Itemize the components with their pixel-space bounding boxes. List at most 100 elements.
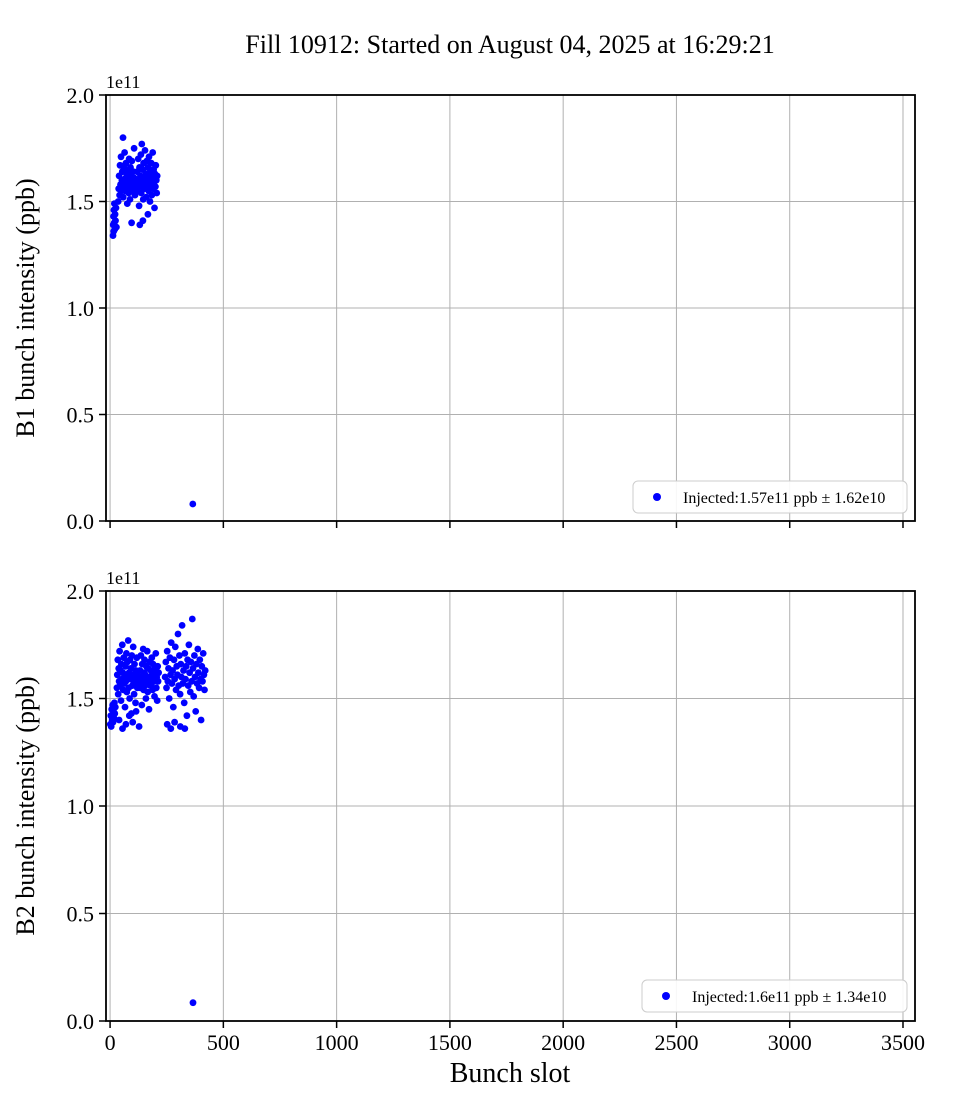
data-point [187, 658, 195, 666]
data-point [129, 718, 137, 726]
data-point [152, 650, 160, 657]
data-point [181, 725, 189, 732]
data-point [185, 641, 193, 649]
data-point [128, 157, 136, 165]
y-tick-label: 1.0 [67, 794, 95, 819]
data-point [177, 660, 185, 668]
y-tick-label: 1.0 [67, 296, 95, 321]
x-tick-label: 3500 [881, 1030, 925, 1055]
plot-frame-b1 [105, 94, 916, 522]
y-tick-label: 0.5 [67, 403, 95, 428]
data-point [176, 652, 183, 659]
data-point [143, 647, 151, 655]
data-point [152, 684, 160, 692]
subplot-b2: 0 500 1000 1500 2000 2500 3000 3500 0.0 0.5 1.0 1.5… [11, 568, 925, 1089]
data-point [188, 615, 196, 623]
data-point [142, 695, 150, 702]
data-point [123, 650, 130, 657]
legend-marker-dot-b2 [662, 992, 670, 1000]
data-point [152, 183, 159, 191]
data-point [145, 705, 153, 713]
data-point [189, 500, 197, 508]
data-point [131, 660, 138, 668]
data-point [128, 219, 136, 227]
data-point [178, 622, 186, 629]
data-point [115, 716, 123, 724]
data-point [195, 684, 203, 692]
plot-content-b1: 0.0 0.5 1.0 1.5 2.0 [67, 83, 915, 534]
data-point [130, 144, 138, 152]
data-point [113, 223, 120, 231]
x-tick-label: 1000 [315, 1030, 359, 1055]
data-point [195, 669, 202, 677]
data-point [154, 662, 162, 670]
data-point [180, 699, 188, 707]
data-point [121, 149, 128, 156]
data-point [116, 647, 123, 655]
data-point [201, 667, 209, 674]
legend-frame-b1 [632, 480, 908, 514]
data-point [144, 210, 152, 218]
data-point [153, 172, 161, 180]
data-point [129, 643, 137, 651]
data-point [169, 667, 177, 674]
data-point [148, 654, 156, 662]
data-point [196, 656, 204, 664]
data-point [138, 701, 146, 709]
data-point [176, 690, 184, 698]
data-point [171, 643, 179, 651]
data-point [153, 189, 161, 197]
data-point [138, 140, 146, 148]
data-point [191, 652, 198, 659]
legend-b2: Injected:1.6e11 ppb ± 1.34e10 [641, 979, 908, 1013]
x-tick-label: 500 [207, 1030, 240, 1055]
data-point [119, 134, 127, 142]
data-point [170, 656, 178, 664]
y-offset-text-b1: 1e11 [106, 72, 140, 92]
x-tick-label: 3000 [768, 1030, 812, 1055]
data-point [118, 641, 126, 649]
legend-frame-b2 [641, 979, 908, 1013]
data-point [194, 645, 202, 653]
data-point [174, 630, 182, 638]
data-point [114, 198, 122, 205]
data-point [112, 204, 120, 212]
data-point [121, 703, 129, 711]
data-point [201, 686, 208, 694]
y-axis-label-b1: B1 bunch intensity (ppb) [11, 178, 40, 437]
data-point [111, 710, 119, 717]
data-point [130, 690, 138, 698]
data-point [117, 697, 125, 704]
data-point [139, 217, 147, 225]
y-offset-text-b2: 1e11 [106, 568, 140, 588]
data-point [192, 708, 200, 715]
data-point [114, 690, 122, 698]
data-point [183, 712, 191, 720]
data-point [111, 703, 119, 711]
data-point [125, 712, 133, 720]
data-point [182, 662, 190, 670]
data-point [126, 695, 133, 702]
y-tick-label: 1.5 [67, 190, 95, 215]
legend-marker-dot-b1 [653, 493, 661, 501]
data-point [146, 198, 154, 205]
data-point [199, 677, 206, 685]
y-tick-label: 2.0 [67, 83, 95, 108]
data-point [141, 147, 149, 154]
data-point [167, 639, 175, 646]
y-tick-label: 1.5 [67, 687, 95, 712]
data-point [165, 695, 173, 702]
data-point [163, 647, 171, 655]
data-point [152, 161, 160, 169]
y-axis-label-b2: B2 bunch intensity (ppb) [11, 676, 40, 935]
y-tick-label: 0.0 [67, 1009, 95, 1034]
data-point [149, 149, 157, 156]
legend-label-b1: Injected:1.57e11 ppb ± 1.62e10 [683, 490, 885, 507]
data-point [132, 699, 139, 707]
legend-b1: Injected:1.57e11 ppb ± 1.62e10 [632, 480, 908, 514]
data-point [199, 650, 207, 657]
y-tick-label: 2.0 [67, 579, 95, 604]
data-point [190, 693, 198, 700]
y-tick-label: 0.0 [67, 509, 95, 534]
